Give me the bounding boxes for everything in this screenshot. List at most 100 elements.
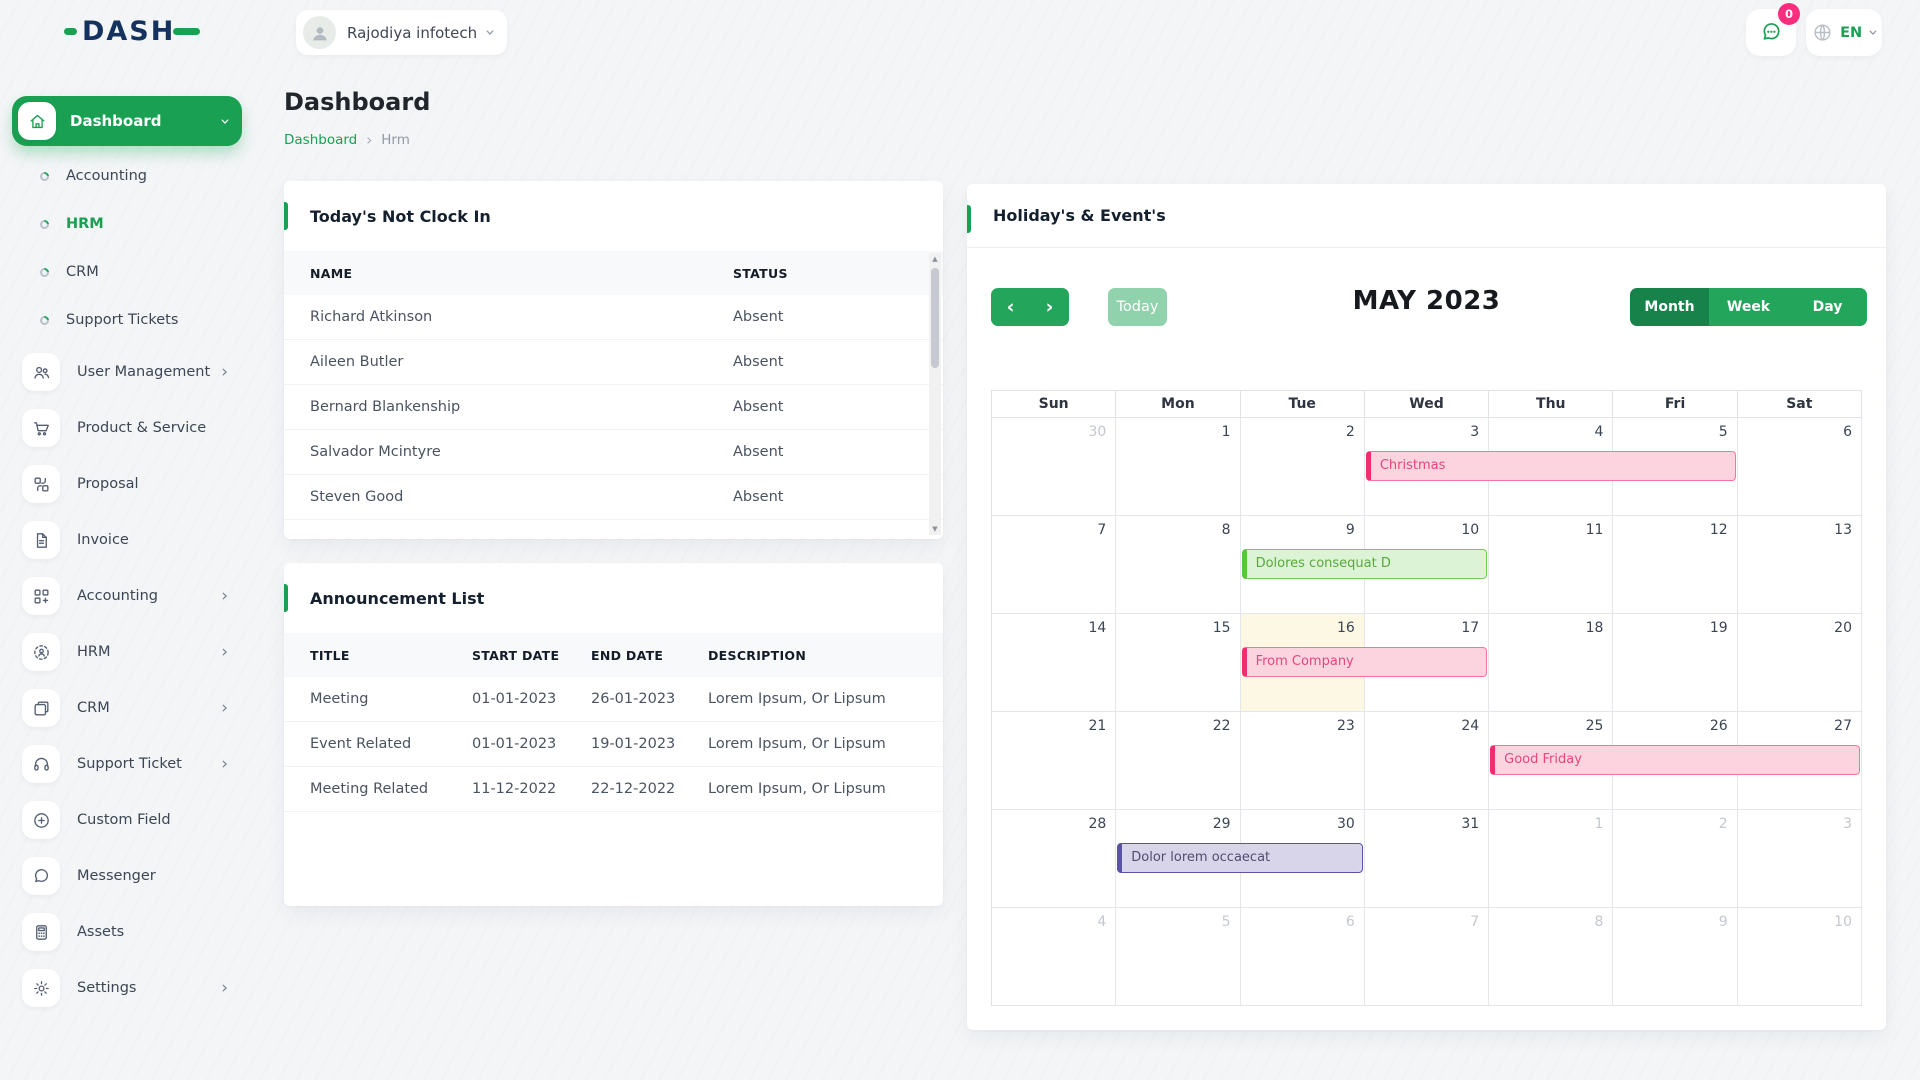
squares-icon bbox=[22, 689, 60, 727]
chevron-right-icon: › bbox=[221, 361, 228, 382]
company-selector[interactable]: Rajodiya infotech › bbox=[296, 10, 507, 55]
calendar-day[interactable]: 5 bbox=[1613, 418, 1738, 516]
language-selector[interactable]: EN › bbox=[1806, 9, 1883, 56]
calendar-day[interactable]: 14 bbox=[992, 614, 1117, 712]
sidebar-item-messenger[interactable]: Messenger bbox=[12, 848, 242, 904]
view-week-button[interactable]: Week bbox=[1709, 288, 1788, 326]
table-cell: 01-01-2023 bbox=[472, 736, 557, 752]
table-cell: Lorem Ipsum, Or Lipsum bbox=[708, 736, 886, 752]
sidebar-item-support-ticket[interactable]: Support Ticket › bbox=[12, 736, 242, 792]
announcement-title: Announcement List bbox=[310, 588, 485, 608]
scrollbar-thumb[interactable] bbox=[931, 268, 939, 368]
calendar-day[interactable]: 1 bbox=[1116, 418, 1241, 516]
calendar-day[interactable]: 10 bbox=[1737, 908, 1862, 1006]
calendar-day[interactable]: 8 bbox=[1116, 516, 1241, 614]
calendar-event[interactable]: Dolor lorem occaecat bbox=[1117, 843, 1363, 873]
table-header: NAME STATUS bbox=[284, 251, 943, 295]
view-month-button[interactable]: Month bbox=[1630, 288, 1709, 326]
day-number: 27 bbox=[1834, 718, 1852, 734]
calendar-day[interactable]: 22 bbox=[1116, 712, 1241, 810]
calendar-event[interactable]: Dolores consequat D bbox=[1241, 549, 1488, 579]
not-clock-in-title: Today's Not Clock In bbox=[310, 206, 491, 226]
prev-month-button[interactable]: ‹ bbox=[1006, 296, 1015, 318]
chevron-right-icon: › bbox=[221, 585, 228, 606]
logo-accent-left bbox=[64, 28, 77, 35]
calendar-day[interactable]: 12 bbox=[1613, 516, 1738, 614]
sidebar-item-product-service[interactable]: Product & Service bbox=[12, 400, 242, 456]
table-row: Bernard Blankenship Absent bbox=[284, 385, 943, 430]
calendar-day[interactable]: 24 bbox=[1364, 712, 1490, 810]
calendar-day[interactable]: 10 bbox=[1364, 516, 1490, 614]
calendar-day[interactable]: 17 bbox=[1364, 614, 1490, 712]
calendar-day[interactable]: 6 bbox=[1240, 908, 1365, 1006]
sidebar-item-proposal[interactable]: Proposal bbox=[12, 456, 242, 512]
calendar-day[interactable]: 3 bbox=[1737, 810, 1862, 908]
day-header-mon: Mon bbox=[1116, 391, 1241, 418]
day-number: 7 bbox=[1470, 914, 1480, 930]
sidebar-item-hrm[interactable]: HRM › bbox=[12, 624, 242, 680]
sidebar-item-accounting[interactable]: Accounting › bbox=[12, 568, 242, 624]
calendar-day[interactable]: 7 bbox=[992, 516, 1117, 614]
table-row: Steven Good Absent bbox=[284, 475, 943, 520]
sidebar-item-invoice[interactable]: Invoice bbox=[12, 512, 242, 568]
calendar-day[interactable]: 2 bbox=[1240, 418, 1365, 516]
sidebar-item-hrm[interactable]: HRM bbox=[12, 200, 242, 248]
calendar-day[interactable]: 9 bbox=[1613, 908, 1738, 1006]
calendar-week-row: 21 22 23 24 25 26 27 Good Friday bbox=[992, 712, 1862, 810]
sidebar-item-crm[interactable]: CRM › bbox=[12, 680, 242, 736]
calendar-week-row: 28 29 30 31 1 2 3 Dolor lorem occaecat bbox=[992, 810, 1862, 908]
calendar-day[interactable]: 4 bbox=[992, 908, 1117, 1006]
scrollbar-down-arrow[interactable]: ▼ bbox=[932, 525, 938, 533]
app-logo[interactable]: DASH bbox=[64, 18, 201, 45]
day-number: 26 bbox=[1709, 718, 1728, 734]
calendar-day[interactable]: 19 bbox=[1613, 614, 1738, 712]
bullet-icon bbox=[38, 169, 51, 183]
breadcrumb-link[interactable]: Dashboard bbox=[284, 132, 358, 148]
calendar-day[interactable]: 2 bbox=[1613, 810, 1738, 908]
day-number: 17 bbox=[1461, 620, 1480, 636]
view-day-button[interactable]: Day bbox=[1788, 288, 1867, 326]
day-header-sat: Sat bbox=[1737, 391, 1862, 418]
sidebar-item-support-tickets[interactable]: Support Tickets bbox=[12, 296, 242, 344]
calendar-day[interactable]: 13 bbox=[1737, 516, 1862, 614]
calendar-day[interactable]: 1 bbox=[1489, 810, 1614, 908]
next-month-button[interactable]: › bbox=[1045, 296, 1054, 318]
table-cell: 11-12-2022 bbox=[472, 781, 557, 797]
sidebar-item-assets[interactable]: Assets bbox=[12, 904, 242, 960]
column-header: END DATE bbox=[591, 647, 664, 663]
calendar-day[interactable]: 21 bbox=[992, 712, 1117, 810]
calendar-day[interactable]: 31 bbox=[1364, 810, 1490, 908]
calendar-day[interactable]: 28 bbox=[992, 810, 1117, 908]
sidebar-item-settings[interactable]: Settings › bbox=[12, 960, 242, 1016]
day-number: 3 bbox=[1843, 816, 1852, 832]
calendar-day[interactable]: 27 bbox=[1737, 712, 1862, 810]
calendar-day[interactable]: 18 bbox=[1489, 614, 1614, 712]
calendar-day[interactable]: 7 bbox=[1364, 908, 1490, 1006]
table-row: Aileen Butler Absent bbox=[284, 340, 943, 385]
sidebar-item-custom-field[interactable]: Custom Field bbox=[12, 792, 242, 848]
calendar-day[interactable]: 6 bbox=[1737, 418, 1862, 516]
sidebar-item-user-management[interactable]: User Management › bbox=[12, 344, 242, 400]
calendar-day[interactable]: 30 bbox=[992, 418, 1117, 516]
messages-button[interactable]: 0 bbox=[1746, 3, 1800, 56]
calendar-day[interactable]: 15 bbox=[1116, 614, 1241, 712]
calendar-event[interactable]: Christmas bbox=[1365, 451, 1736, 481]
sidebar-item-accounting[interactable]: Accounting bbox=[12, 152, 242, 200]
table-cell: Richard Atkinson bbox=[310, 309, 433, 325]
calendar-day[interactable]: 8 bbox=[1489, 908, 1614, 1006]
sidebar-item-dashboard[interactable]: Dashboard › bbox=[12, 96, 242, 146]
calendar-day[interactable]: 23 bbox=[1240, 712, 1365, 810]
calendar-day[interactable]: 30 bbox=[1240, 810, 1365, 908]
calendar-event[interactable]: From Company bbox=[1241, 647, 1488, 677]
cart-icon bbox=[22, 409, 60, 447]
scrollbar-up-arrow[interactable]: ▲ bbox=[932, 255, 938, 263]
table-scrollbar[interactable]: ▲ ▼ bbox=[929, 253, 941, 535]
calendar-day[interactable]: 20 bbox=[1737, 614, 1862, 712]
sidebar-item-crm[interactable]: CRM bbox=[12, 248, 242, 296]
calendar-day[interactable]: 11 bbox=[1489, 516, 1614, 614]
calendar-event[interactable]: Good Friday bbox=[1490, 745, 1860, 775]
home-icon bbox=[18, 102, 56, 140]
today-button[interactable]: Today bbox=[1108, 288, 1167, 326]
day-number: 29 bbox=[1212, 816, 1231, 832]
calendar-day[interactable]: 5 bbox=[1116, 908, 1241, 1006]
